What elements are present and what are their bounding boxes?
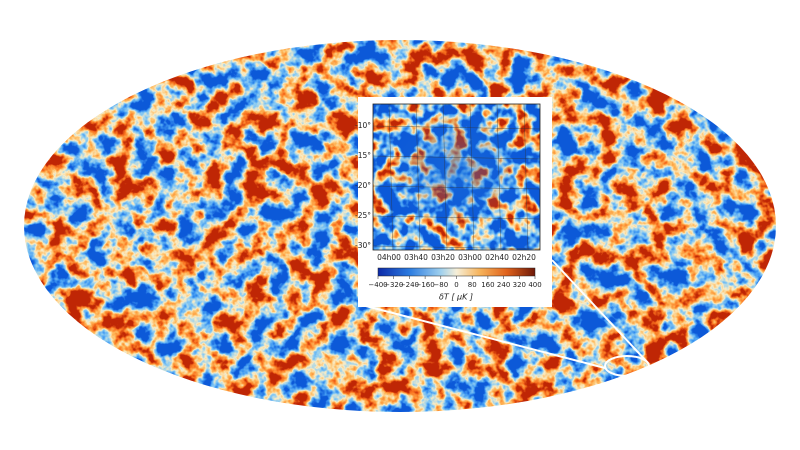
colorbar (377, 267, 536, 277)
dec-label: -25° (355, 211, 371, 220)
ra-label: 04h00 (377, 253, 401, 262)
colorbar-tick-label: −80 (433, 281, 448, 289)
colorbar-tick-label: 320 (513, 281, 526, 289)
colorbar-label: δT [ μK ] (439, 293, 473, 302)
ra-label: 03h00 (458, 253, 482, 262)
grid-line (523, 103, 529, 251)
inset-annotations: -10° -15° -20° -25° -30° 04h00 03h40 03h20 03h00… (355, 103, 542, 289)
grid-line (372, 245, 541, 250)
inset-frame (372, 103, 541, 251)
zoom-region (604, 355, 650, 377)
colorbar-tick-label: −240 (400, 281, 419, 289)
dec-label: -30° (355, 241, 371, 250)
colorbar-tick-label: −400 (368, 281, 387, 289)
grid-line (442, 103, 448, 251)
zoom-line (551, 259, 650, 365)
colorbar-tick-label: 240 (497, 281, 510, 289)
colorbar-tick-label: 400 (528, 281, 541, 289)
cold-spot (373, 104, 540, 250)
inset-map (372, 103, 541, 251)
grid-line (372, 215, 541, 220)
colorbar-tick-label: 0 (454, 281, 458, 289)
colorbar-tick-label: 80 (468, 281, 477, 289)
dec-label: -10° (355, 121, 371, 130)
colorbar-tick-label: −320 (384, 281, 403, 289)
grid-line (388, 103, 394, 251)
dec-label: -15° (355, 151, 371, 160)
ra-label: 02h20 (512, 253, 536, 262)
dec-label: -20° (355, 181, 371, 190)
grid-line (372, 125, 541, 130)
grid-line (415, 103, 421, 251)
colorbar-tick-label: −160 (415, 281, 434, 289)
ra-label: 03h40 (404, 253, 428, 262)
ra-label: 03h20 (431, 253, 455, 262)
grid-line (496, 103, 502, 251)
zoom-line (361, 304, 606, 369)
grid-line (372, 155, 541, 160)
ra-label: 02h40 (485, 253, 509, 262)
grid-line (372, 185, 541, 190)
colorbar-tick-label: 160 (481, 281, 494, 289)
grid-line (469, 103, 475, 251)
